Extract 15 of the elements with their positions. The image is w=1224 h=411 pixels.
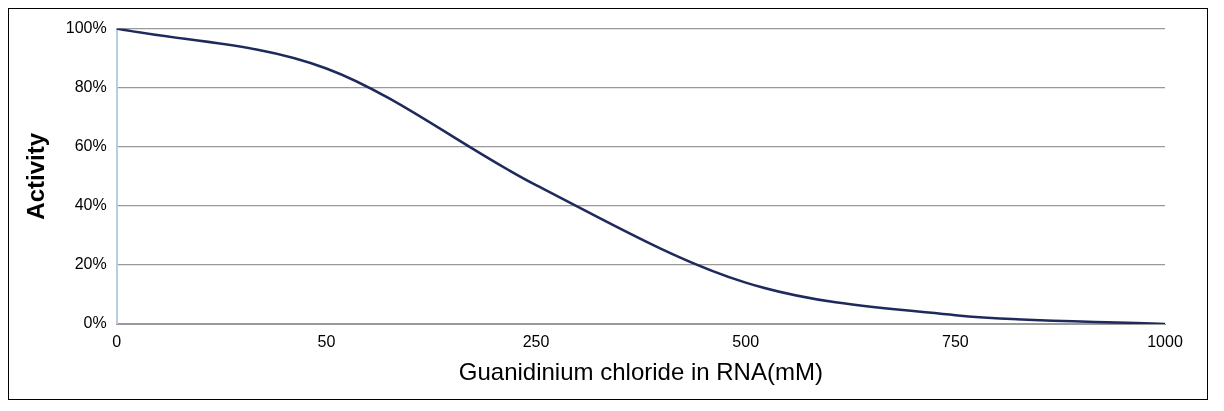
y-tick-label: 20%	[74, 255, 107, 273]
x-tick-label: 1000	[1147, 333, 1183, 351]
y-tick-label: 80%	[74, 78, 107, 96]
x-axis-title: Guanidinium chloride in RNA(mM)	[458, 358, 823, 386]
y-tick-label: 60%	[74, 137, 107, 155]
x-tick-label: 250	[522, 333, 550, 351]
x-tick-label: 0	[112, 333, 122, 351]
x-tick-label: 50	[317, 333, 336, 351]
y-tick-label: 0%	[83, 314, 107, 332]
y-tick-label: 100%	[65, 19, 107, 37]
y-tick-label: 40%	[74, 196, 107, 214]
y-axis-title: Activity	[22, 132, 50, 220]
x-tick-label: 750	[941, 333, 969, 351]
line-series	[115, 28, 1167, 324]
x-tick-label: 500	[732, 333, 760, 351]
